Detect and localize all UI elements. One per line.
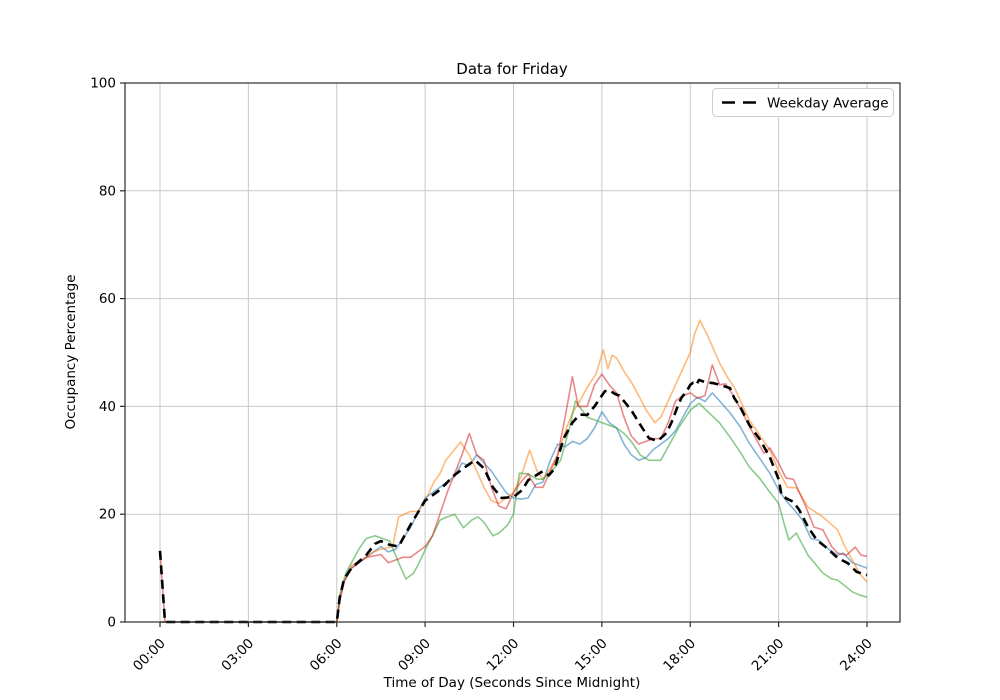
x-tick-label: 18:00 [660,636,699,675]
legend-box [712,88,894,117]
y-tick-label: 100 [90,76,116,92]
x-tick-label: 00:00 [130,636,169,675]
tick-layer: 00:00 03:00 06:00 09:00 12:00 15:00 18:00 21:00… [90,76,876,675]
legend: Weekday Average [712,88,894,117]
series-layer [158,319,868,624]
x-tick-label: 06:00 [307,636,346,675]
y-tick-label: 40 [99,399,116,415]
legend-entry-label: Weekday Average [767,96,889,112]
series-line-2 [160,319,868,623]
x-axis-label: Time of Day (Seconds Since Midnight) [383,675,641,691]
grid-layer [125,82,900,623]
axes-spines [124,82,901,623]
x-tick-label: 24:00 [837,636,876,675]
chart-title: Data for Friday [456,60,568,78]
y-tick-label: 80 [99,183,116,199]
plot-border [124,82,901,623]
y-tick-label: 20 [99,507,116,523]
series-weekday-average [158,378,868,624]
series-line-1 [160,392,868,623]
x-tick-label: 09:00 [395,636,434,675]
x-tick-label: 03:00 [218,636,257,675]
x-tick-label: 15:00 [572,636,611,675]
x-tick-label: 21:00 [749,636,788,675]
y-tick-label: 0 [107,615,116,631]
y-tick-label: 60 [99,291,116,307]
x-tick-label: 12:00 [484,636,523,675]
y-axis-label: Occupancy Percentage [63,274,79,429]
